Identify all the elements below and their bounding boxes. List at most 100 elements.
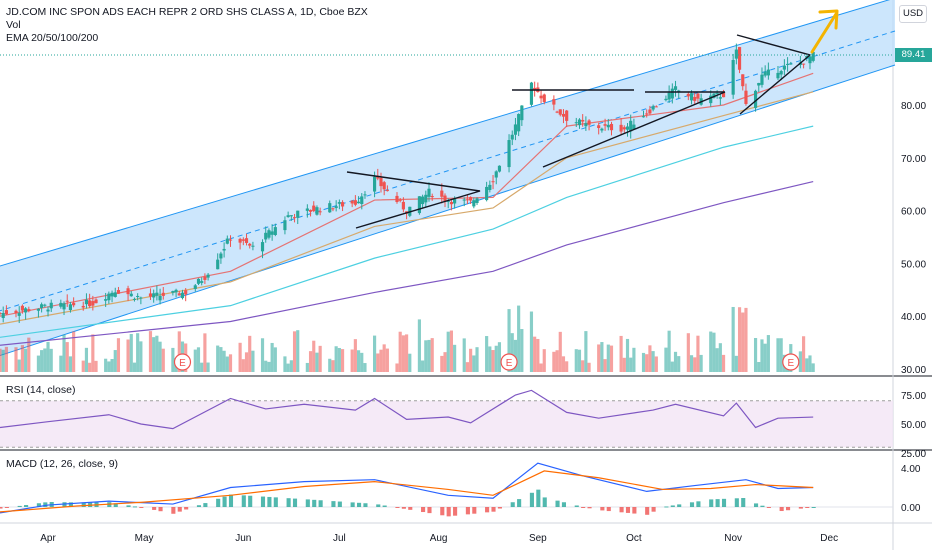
candle-body[interactable] — [398, 199, 402, 201]
candle-body[interactable] — [677, 90, 681, 93]
channel-lower-line[interactable] — [0, 64, 896, 362]
candle-body[interactable] — [216, 259, 220, 270]
candle-body[interactable] — [225, 238, 229, 244]
candle-body[interactable] — [312, 205, 316, 212]
candle-body[interactable] — [286, 215, 290, 218]
candle-body[interactable] — [440, 190, 444, 197]
candle-body[interactable] — [14, 310, 18, 314]
candle-body[interactable] — [802, 63, 806, 65]
candle-body[interactable] — [587, 120, 591, 125]
candle-body[interactable] — [776, 72, 780, 79]
candle-body[interactable] — [376, 175, 380, 179]
candle-body[interactable] — [533, 87, 537, 91]
candle-body[interactable] — [104, 299, 108, 301]
candle-body[interactable] — [686, 93, 690, 97]
candle-body[interactable] — [715, 92, 719, 94]
candle-body[interactable] — [292, 217, 297, 219]
currency-button[interactable]: USD — [899, 5, 927, 23]
candle-body[interactable] — [552, 99, 556, 105]
candle-body[interactable] — [497, 165, 502, 172]
candle-body[interactable] — [328, 203, 332, 213]
earnings-marker[interactable] — [173, 353, 192, 371]
candle-body[interactable] — [786, 63, 790, 65]
candle-body[interactable] — [340, 202, 345, 207]
candle-body[interactable] — [65, 300, 69, 302]
candle-body[interactable] — [600, 128, 604, 131]
candle-body[interactable] — [24, 308, 28, 313]
candle-body[interactable] — [453, 198, 457, 204]
candle-body[interactable] — [158, 295, 162, 301]
candle-body[interactable] — [561, 113, 566, 117]
candle-body[interactable] — [305, 208, 309, 211]
candle-body[interactable] — [667, 92, 671, 100]
candle-body[interactable] — [273, 227, 277, 236]
candle-body[interactable] — [356, 201, 361, 204]
candle-body[interactable] — [757, 82, 761, 86]
candle-body[interactable] — [318, 211, 322, 213]
candle-body[interactable] — [581, 119, 585, 122]
candle-body[interactable] — [238, 238, 242, 243]
candle-body[interactable] — [193, 285, 197, 289]
candle-body[interactable] — [731, 59, 735, 95]
candle-body[interactable] — [763, 71, 767, 76]
candle-body[interactable] — [696, 93, 700, 99]
volume-label[interactable]: Vol — [6, 19, 21, 31]
rsi-line[interactable] — [0, 389, 814, 430]
candle-body[interactable] — [315, 207, 319, 215]
macd-signal-line[interactable] — [0, 470, 814, 513]
candle-body[interactable] — [555, 111, 559, 113]
candle-body[interactable] — [629, 120, 633, 132]
candle-body[interactable] — [664, 98, 668, 101]
candle-body[interactable] — [654, 106, 658, 108]
rsi-label[interactable]: RSI (14, close) — [6, 384, 76, 396]
candle-body[interactable] — [766, 69, 770, 76]
candle-body[interactable] — [1, 313, 5, 319]
candle-body[interactable] — [148, 293, 153, 297]
candle-body[interactable] — [565, 110, 569, 121]
candle-body[interactable] — [651, 106, 655, 110]
ema-100-line[interactable] — [0, 125, 814, 338]
candle-body[interactable] — [689, 93, 694, 101]
candle-body[interactable] — [248, 243, 252, 246]
candle-body[interactable] — [494, 171, 498, 178]
symbol-title[interactable]: JD.COM INC SPON ADS EACH REPR 2 ORD SHS … — [6, 6, 368, 18]
candle-body[interactable] — [811, 51, 815, 61]
candle-body[interactable] — [283, 220, 287, 231]
candle-body[interactable] — [126, 288, 130, 295]
ema-50-line[interactable] — [0, 91, 814, 325]
candle-body[interactable] — [113, 292, 117, 297]
candle-body[interactable] — [513, 124, 518, 135]
candle-body[interactable] — [296, 210, 300, 218]
candle-body[interactable] — [449, 201, 453, 205]
candle-body[interactable] — [760, 74, 764, 85]
triangle-pattern[interactable] — [346, 171, 481, 229]
channel-upper-line[interactable] — [0, 0, 895, 272]
candle-body[interactable] — [17, 313, 21, 316]
candle-body[interactable] — [200, 281, 204, 283]
candle-body[interactable] — [363, 194, 367, 196]
candle-body[interactable] — [488, 184, 492, 190]
candle-body[interactable] — [46, 309, 50, 312]
candle-body[interactable] — [180, 292, 185, 299]
candle-body[interactable] — [712, 93, 716, 98]
candle-body[interactable] — [94, 299, 98, 304]
candle-body[interactable] — [129, 293, 133, 297]
candle-body[interactable] — [632, 124, 636, 130]
candle-body[interactable] — [753, 90, 758, 108]
candle-body[interactable] — [673, 86, 678, 90]
ema-200-line[interactable] — [0, 180, 814, 346]
candle-body[interactable] — [132, 298, 137, 300]
candle-body[interactable] — [609, 123, 614, 131]
candle-body[interactable] — [427, 188, 431, 197]
candle-body[interactable] — [401, 201, 405, 210]
candle-body[interactable] — [184, 290, 188, 295]
candle-body[interactable] — [228, 239, 233, 241]
candle-body[interactable] — [174, 289, 178, 293]
candle-body[interactable] — [542, 94, 546, 102]
candle-body[interactable] — [395, 195, 399, 203]
candle-body[interactable] — [606, 124, 610, 128]
candle-body[interactable] — [507, 140, 511, 168]
candle-body[interactable] — [558, 109, 562, 115]
candle-body[interactable] — [382, 182, 386, 190]
candle-body[interactable] — [177, 293, 181, 296]
